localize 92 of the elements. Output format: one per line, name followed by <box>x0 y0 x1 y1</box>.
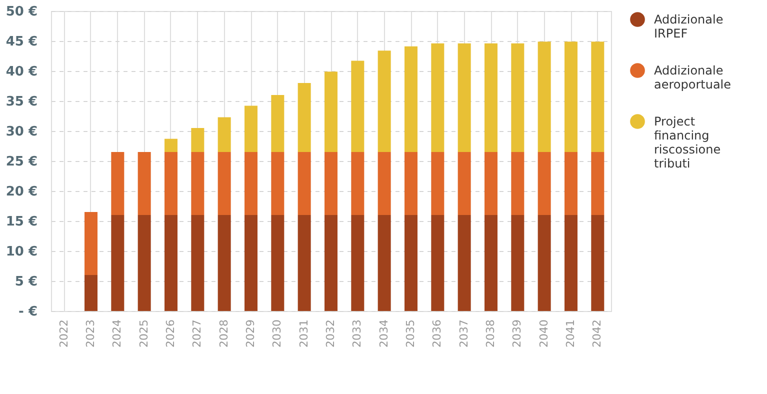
bar <box>458 215 471 311</box>
x-tick-label: 2027 <box>190 320 204 348</box>
bar <box>538 215 551 311</box>
x-tick-label: 2022 <box>57 320 70 348</box>
bar <box>84 212 98 275</box>
y-tick-label: - € <box>18 304 38 320</box>
y-tick-label: 5 € <box>14 274 38 290</box>
bar <box>404 46 418 152</box>
bar <box>164 215 178 311</box>
y-tick-label: 25 € <box>6 154 38 170</box>
bar <box>591 42 604 152</box>
bar <box>324 72 338 152</box>
bar <box>164 152 178 215</box>
x-tick-label: 2033 <box>350 320 364 348</box>
bar <box>511 215 524 311</box>
bar <box>564 152 578 215</box>
x-tick-label: 2024 <box>110 320 124 348</box>
x-tick-label: 2029 <box>244 320 257 348</box>
x-tick-label: 2031 <box>297 320 310 348</box>
bar <box>591 152 604 215</box>
x-tick-label: 2036 <box>430 320 444 348</box>
x-tick-label: 2035 <box>404 320 417 348</box>
bar <box>84 275 98 311</box>
bar <box>111 152 124 215</box>
bar <box>271 95 284 152</box>
bar <box>378 215 391 311</box>
bar <box>271 152 284 215</box>
bar <box>378 152 391 215</box>
x-tick-label: 2025 <box>137 320 150 348</box>
bar <box>164 138 178 152</box>
x-tick-label: 2039 <box>510 320 524 348</box>
x-tick-label: 2023 <box>84 320 97 348</box>
bar <box>244 215 258 311</box>
bar <box>564 42 578 152</box>
bar <box>431 152 444 215</box>
bar <box>511 152 524 215</box>
bar <box>404 215 418 311</box>
legend-label: Addizionale aeroportuale <box>654 64 732 92</box>
y-tick-label: 35 € <box>6 94 38 110</box>
bar <box>431 43 444 152</box>
bar <box>298 83 311 152</box>
bar <box>378 50 391 152</box>
bar <box>244 106 258 152</box>
bar <box>298 215 311 311</box>
bar <box>458 43 471 152</box>
x-tick-label: 2037 <box>457 320 470 348</box>
bar <box>218 117 231 152</box>
legend-label: Project financing riscossione tributi <box>654 114 721 170</box>
y-tick-label: 10 € <box>6 244 38 260</box>
bar <box>538 42 551 152</box>
x-tick-label: 2026 <box>164 320 177 348</box>
bar <box>404 152 418 215</box>
bar <box>218 152 231 215</box>
bar <box>191 128 204 152</box>
bar <box>244 152 258 215</box>
x-tick-label: 2041 <box>564 320 577 348</box>
bar <box>564 215 578 311</box>
bar <box>484 43 498 152</box>
bar <box>324 215 338 311</box>
bar <box>484 152 498 215</box>
bar <box>111 215 124 311</box>
bar <box>484 215 498 311</box>
bar <box>511 43 524 152</box>
x-tick-label: 2032 <box>324 320 337 348</box>
bar <box>351 215 364 311</box>
y-tick-label: 45 € <box>6 34 38 50</box>
bar <box>191 215 204 311</box>
bar <box>271 215 284 311</box>
x-tick-label: 2028 <box>217 320 230 348</box>
x-tick-label: 2030 <box>270 320 284 348</box>
y-tick-label: 50 € <box>6 4 38 20</box>
bar <box>351 152 364 215</box>
bar <box>138 152 151 215</box>
y-tick-label: 30 € <box>6 124 38 140</box>
x-tick-label: 2042 <box>590 320 604 348</box>
x-tick-label: 2040 <box>537 320 550 348</box>
bar <box>351 60 364 152</box>
bar <box>458 152 471 215</box>
bar <box>138 215 151 311</box>
bar <box>431 215 444 311</box>
bar <box>324 152 338 215</box>
bar <box>298 152 311 215</box>
legend-label: Addizionale IRPEF <box>654 12 724 40</box>
x-tick-label: 2038 <box>484 320 497 348</box>
bar <box>218 215 231 311</box>
y-tick-label: 20 € <box>6 184 38 200</box>
y-tick-label: 40 € <box>6 64 38 80</box>
x-tick-label: 2034 <box>377 320 390 348</box>
bar <box>191 152 204 215</box>
bar <box>538 152 551 215</box>
y-tick-label: 15 € <box>6 214 38 230</box>
bar <box>591 215 604 311</box>
